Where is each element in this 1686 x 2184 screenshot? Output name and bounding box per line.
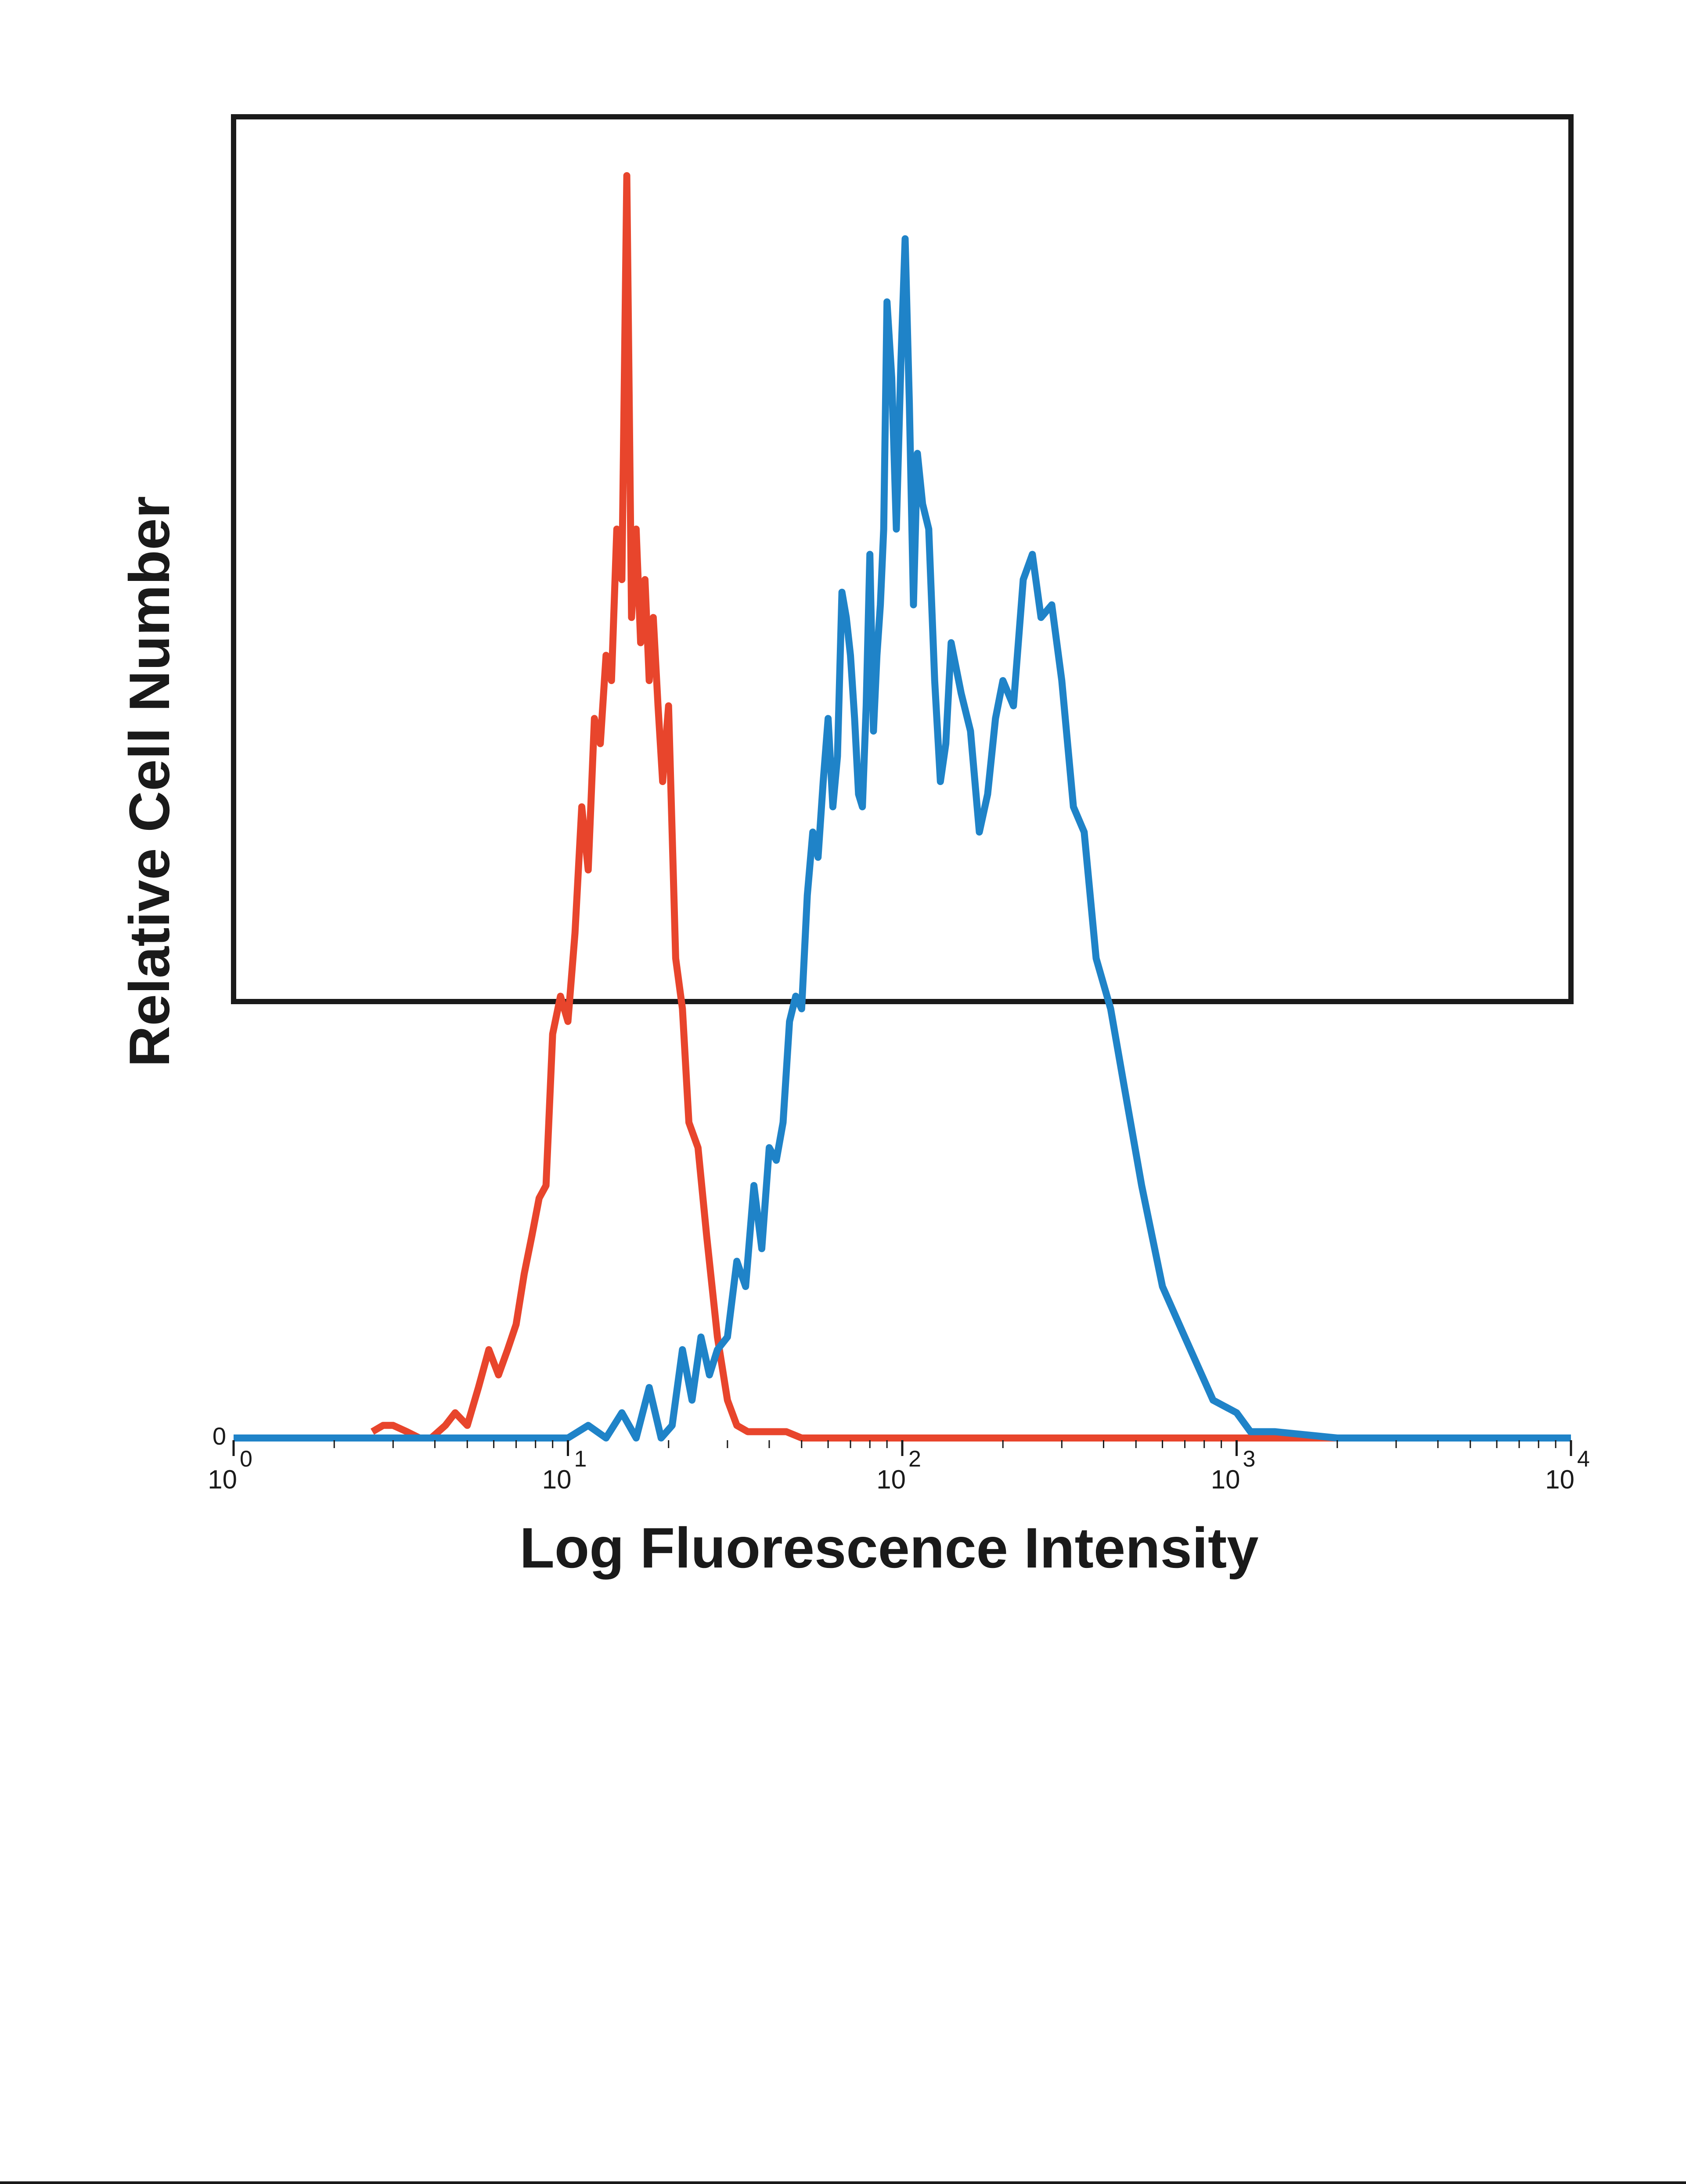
x-tick-exponent-3: 3 bbox=[1243, 1446, 1256, 1472]
plot-frame bbox=[231, 114, 1574, 1004]
x-tick-exponent-0: 0 bbox=[240, 1446, 252, 1472]
page-bottom-rule bbox=[0, 2181, 1686, 2184]
x-tick-label-4: 10 bbox=[1545, 1465, 1574, 1494]
x-tick-label-3: 10 bbox=[1211, 1465, 1240, 1494]
y-tick-label-zero: 0 bbox=[213, 1422, 226, 1450]
x-tick-exponent-1: 1 bbox=[574, 1446, 587, 1472]
x-tick-label-1: 10 bbox=[542, 1465, 572, 1494]
x-tick-label-2: 10 bbox=[876, 1465, 906, 1494]
histogram-series-1 bbox=[370, 172, 1571, 1442]
y-axis-title: Relative Cell Number bbox=[117, 496, 181, 1067]
x-tick-label-0: 10 bbox=[208, 1465, 237, 1494]
x-tick-exponent-2: 2 bbox=[908, 1446, 921, 1472]
x-tick-exponent-4: 4 bbox=[1577, 1446, 1590, 1472]
x-axis-title: Log Fluorescence Intensity bbox=[519, 1516, 1258, 1580]
histogram-series-2 bbox=[234, 235, 1571, 1442]
series-layer bbox=[234, 172, 1571, 1442]
